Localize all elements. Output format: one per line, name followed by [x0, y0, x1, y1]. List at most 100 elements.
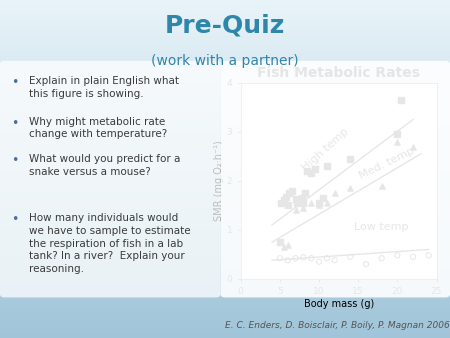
Bar — [0, 230, 450, 233]
Bar — [0, 223, 450, 226]
Bar — [0, 237, 450, 240]
Bar — [0, 115, 450, 118]
Bar — [0, 149, 450, 152]
Bar — [0, 324, 450, 328]
Text: E. C. Enders, D. Boisclair, P. Boily, P. Magnan 2006: E. C. Enders, D. Boisclair, P. Boily, P.… — [225, 321, 450, 330]
Bar — [0, 284, 450, 287]
Bar — [0, 294, 450, 297]
Bar — [0, 132, 450, 135]
Bar — [0, 308, 450, 311]
Bar — [0, 172, 450, 176]
Bar — [0, 328, 450, 331]
Text: High temp: High temp — [300, 127, 350, 173]
Bar — [0, 128, 450, 132]
Bar — [0, 34, 450, 37]
Text: How many individuals would
we have to sample to estimate
the respiration of fish: How many individuals would we have to sa… — [29, 213, 191, 274]
Point — [394, 139, 401, 144]
Bar — [0, 44, 450, 47]
Text: What would you predict for a
snake versus a mouse?: What would you predict for a snake versu… — [29, 154, 180, 176]
Point — [286, 190, 293, 196]
Point — [293, 200, 301, 206]
Point — [276, 239, 284, 245]
Bar — [0, 169, 450, 172]
Bar — [0, 37, 450, 41]
Point — [320, 195, 327, 201]
Bar — [0, 183, 450, 186]
Point — [410, 144, 417, 149]
Point — [425, 252, 432, 258]
Point — [300, 200, 307, 206]
Point — [308, 200, 315, 206]
Bar — [0, 159, 450, 162]
Bar — [0, 264, 450, 267]
Point — [331, 190, 338, 196]
Bar — [0, 206, 450, 210]
Bar — [0, 213, 450, 216]
Bar — [0, 47, 450, 51]
Bar — [0, 203, 450, 206]
Point — [308, 171, 315, 176]
Text: Low temp: Low temp — [355, 222, 409, 232]
Bar — [0, 166, 450, 169]
Bar — [0, 17, 450, 20]
Bar — [0, 74, 450, 78]
Text: Why might metabolic rate
change with temperature?: Why might metabolic rate change with tem… — [29, 117, 167, 139]
Point — [331, 258, 338, 263]
Point — [292, 208, 299, 213]
Bar — [0, 321, 450, 324]
Bar — [0, 0, 450, 3]
Bar — [0, 216, 450, 220]
Bar — [0, 71, 450, 74]
Bar — [0, 318, 450, 321]
Bar — [0, 311, 450, 314]
Text: Med. temp: Med. temp — [358, 146, 416, 181]
Bar — [0, 61, 450, 64]
Bar — [0, 331, 450, 335]
Point — [347, 186, 354, 191]
Bar — [0, 7, 450, 10]
Point — [296, 199, 303, 204]
Bar — [0, 105, 450, 108]
Point — [288, 188, 295, 193]
Bar — [0, 220, 450, 223]
Bar — [0, 30, 450, 34]
Bar — [0, 78, 450, 81]
Point — [276, 256, 284, 261]
Point — [308, 256, 315, 261]
Bar — [0, 250, 450, 254]
Bar — [0, 91, 450, 95]
Text: Explain in plain English what
this figure is showing.: Explain in plain English what this figur… — [29, 76, 179, 99]
Bar — [0, 287, 450, 291]
Bar — [0, 243, 450, 247]
Point — [315, 203, 323, 208]
Text: Pre-Quiz: Pre-Quiz — [165, 14, 285, 38]
Point — [315, 259, 323, 264]
Bar — [0, 257, 450, 260]
Y-axis label: SMR (mg O₂·h⁻¹): SMR (mg O₂·h⁻¹) — [214, 141, 224, 221]
X-axis label: Body mass (g): Body mass (g) — [303, 299, 374, 309]
Bar — [0, 142, 450, 145]
Bar — [0, 135, 450, 139]
Bar — [0, 68, 450, 71]
Bar — [0, 291, 450, 294]
Bar — [0, 196, 450, 199]
Bar — [0, 64, 450, 68]
Point — [298, 195, 306, 201]
Bar — [0, 179, 450, 183]
Bar — [0, 24, 450, 27]
Point — [362, 262, 369, 267]
Bar — [0, 155, 450, 159]
Point — [347, 156, 354, 162]
Point — [378, 256, 385, 261]
Point — [302, 190, 309, 196]
Bar — [0, 14, 450, 17]
Bar — [0, 112, 450, 115]
Bar — [0, 10, 450, 14]
Bar — [0, 118, 450, 122]
Point — [292, 256, 299, 261]
Bar — [0, 189, 450, 193]
Bar — [0, 301, 450, 304]
Point — [323, 256, 330, 261]
Point — [323, 200, 330, 206]
Point — [300, 205, 307, 211]
